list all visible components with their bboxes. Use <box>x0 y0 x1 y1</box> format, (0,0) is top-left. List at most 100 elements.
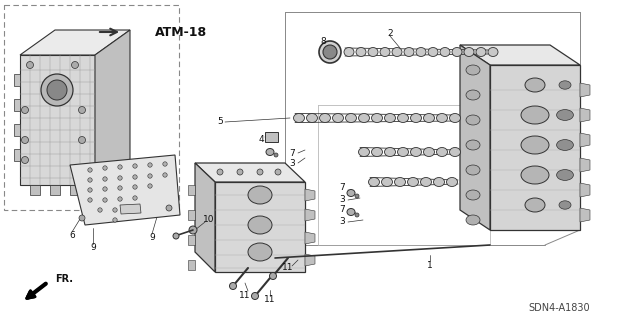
Ellipse shape <box>347 189 355 197</box>
Ellipse shape <box>88 178 92 182</box>
Polygon shape <box>120 204 141 214</box>
Text: 9: 9 <box>90 243 96 253</box>
Ellipse shape <box>408 177 419 187</box>
Ellipse shape <box>252 293 259 300</box>
Polygon shape <box>14 124 20 136</box>
Polygon shape <box>14 99 20 111</box>
Ellipse shape <box>26 62 33 69</box>
Ellipse shape <box>307 114 317 122</box>
Ellipse shape <box>274 153 278 157</box>
Ellipse shape <box>133 185 137 189</box>
Ellipse shape <box>559 201 571 209</box>
Polygon shape <box>490 65 580 230</box>
Ellipse shape <box>466 65 480 75</box>
Polygon shape <box>305 209 315 221</box>
Ellipse shape <box>521 166 549 184</box>
Text: 4: 4 <box>258 136 264 145</box>
Ellipse shape <box>275 169 281 175</box>
Ellipse shape <box>113 208 117 212</box>
Ellipse shape <box>79 137 86 144</box>
Ellipse shape <box>72 62 79 69</box>
Ellipse shape <box>118 197 122 201</box>
Ellipse shape <box>128 207 132 211</box>
Polygon shape <box>30 185 40 195</box>
Ellipse shape <box>133 175 137 179</box>
Ellipse shape <box>103 187 108 191</box>
Ellipse shape <box>355 194 359 198</box>
Ellipse shape <box>118 165 122 169</box>
Ellipse shape <box>248 186 272 204</box>
Ellipse shape <box>47 80 67 100</box>
Text: 3: 3 <box>289 159 295 167</box>
Text: 7: 7 <box>339 183 345 192</box>
Ellipse shape <box>394 177 406 187</box>
Polygon shape <box>195 163 305 182</box>
Polygon shape <box>580 208 590 222</box>
Ellipse shape <box>466 115 480 125</box>
Polygon shape <box>188 260 195 270</box>
Polygon shape <box>215 182 305 272</box>
Ellipse shape <box>385 114 396 122</box>
Ellipse shape <box>118 186 122 190</box>
Ellipse shape <box>294 114 305 122</box>
Polygon shape <box>20 30 130 55</box>
Ellipse shape <box>257 169 263 175</box>
Polygon shape <box>95 30 130 185</box>
Ellipse shape <box>557 110 573 120</box>
Polygon shape <box>460 45 490 230</box>
Text: 8: 8 <box>320 38 326 47</box>
Text: 5: 5 <box>217 117 223 127</box>
Ellipse shape <box>189 226 197 234</box>
Ellipse shape <box>319 41 341 63</box>
Ellipse shape <box>217 169 223 175</box>
Text: 6: 6 <box>69 232 75 241</box>
Ellipse shape <box>368 48 378 56</box>
Ellipse shape <box>269 272 276 279</box>
Text: FR.: FR. <box>55 274 73 284</box>
Polygon shape <box>580 83 590 97</box>
Ellipse shape <box>371 114 383 122</box>
Ellipse shape <box>358 114 369 122</box>
Text: SDN4-A1830: SDN4-A1830 <box>529 303 590 313</box>
Polygon shape <box>14 74 20 86</box>
Ellipse shape <box>79 107 86 114</box>
Polygon shape <box>70 185 80 195</box>
Ellipse shape <box>521 136 549 154</box>
Ellipse shape <box>173 233 179 239</box>
Polygon shape <box>20 55 95 185</box>
Ellipse shape <box>452 48 462 56</box>
Ellipse shape <box>420 177 431 187</box>
Text: 3: 3 <box>339 218 345 226</box>
Ellipse shape <box>22 157 29 164</box>
Ellipse shape <box>525 198 545 212</box>
Ellipse shape <box>466 140 480 150</box>
Ellipse shape <box>88 188 92 192</box>
Ellipse shape <box>230 283 237 290</box>
Text: 11: 11 <box>264 295 276 305</box>
Text: 7: 7 <box>289 149 295 158</box>
Ellipse shape <box>447 177 458 187</box>
Ellipse shape <box>118 176 122 180</box>
Ellipse shape <box>449 114 461 122</box>
Ellipse shape <box>266 149 274 155</box>
Ellipse shape <box>323 45 337 59</box>
Ellipse shape <box>41 74 73 106</box>
Ellipse shape <box>476 48 486 56</box>
Text: 10: 10 <box>204 216 215 225</box>
Polygon shape <box>460 45 580 65</box>
Ellipse shape <box>103 166 108 170</box>
Ellipse shape <box>355 213 359 217</box>
Ellipse shape <box>371 147 383 157</box>
Ellipse shape <box>559 81 571 89</box>
Polygon shape <box>188 210 195 220</box>
Ellipse shape <box>358 147 369 157</box>
Text: 1: 1 <box>427 261 433 270</box>
Text: 11: 11 <box>282 263 294 272</box>
Text: 3: 3 <box>339 196 345 204</box>
Ellipse shape <box>410 114 422 122</box>
Ellipse shape <box>436 114 447 122</box>
Polygon shape <box>195 163 215 272</box>
Ellipse shape <box>397 147 408 157</box>
Ellipse shape <box>416 48 426 56</box>
Ellipse shape <box>148 184 152 188</box>
